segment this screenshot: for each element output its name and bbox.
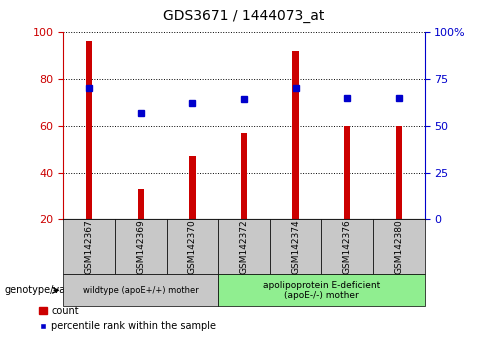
Bar bbox=[138, 189, 144, 219]
Bar bbox=[292, 51, 299, 219]
Text: genotype/variation: genotype/variation bbox=[5, 285, 98, 295]
Text: GSM142374: GSM142374 bbox=[291, 219, 300, 274]
Text: GSM142376: GSM142376 bbox=[343, 219, 352, 274]
Text: GSM142369: GSM142369 bbox=[136, 219, 145, 274]
Text: apolipoprotein E-deficient
(apoE-/-) mother: apolipoprotein E-deficient (apoE-/-) mot… bbox=[263, 281, 380, 300]
Bar bbox=[86, 41, 92, 219]
Bar bbox=[241, 133, 247, 219]
Text: GDS3671 / 1444073_at: GDS3671 / 1444073_at bbox=[163, 9, 325, 23]
Bar bbox=[344, 126, 350, 219]
Bar bbox=[396, 126, 402, 219]
Bar bbox=[189, 156, 196, 219]
Text: GSM142367: GSM142367 bbox=[85, 219, 94, 274]
Text: wildtype (apoE+/+) mother: wildtype (apoE+/+) mother bbox=[83, 286, 199, 295]
Text: GSM142372: GSM142372 bbox=[240, 219, 248, 274]
Text: GSM142380: GSM142380 bbox=[394, 219, 403, 274]
Legend: count, percentile rank within the sample: count, percentile rank within the sample bbox=[40, 306, 216, 331]
Text: GSM142370: GSM142370 bbox=[188, 219, 197, 274]
